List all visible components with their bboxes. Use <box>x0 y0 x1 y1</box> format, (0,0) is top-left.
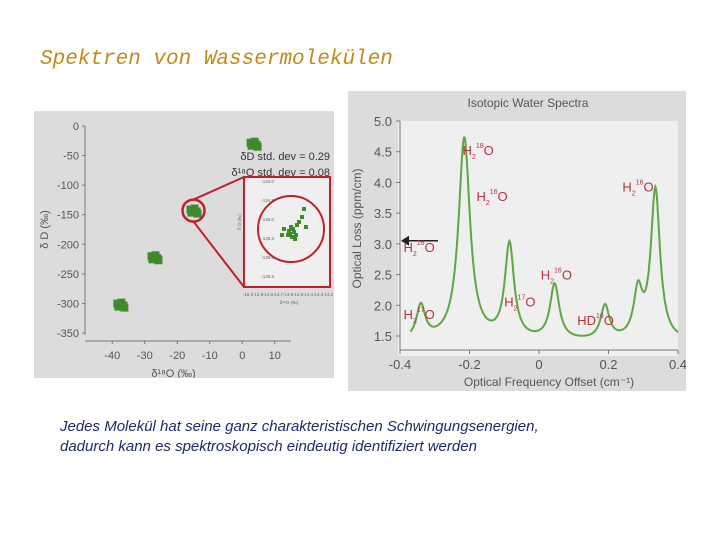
scatter-y-tick-label: -300 <box>57 298 79 310</box>
zoom-connector-bottom <box>192 220 245 288</box>
scatter-y-tick-label: -250 <box>57 269 79 281</box>
std-dev-annotation: δD std. dev = 0.29 <box>240 151 330 163</box>
scatter-y-tick-label: 0 <box>73 121 79 133</box>
scatter-y-axis-label: δ D (‰) <box>39 210 51 249</box>
spectra-y-tick-label: 4.0 <box>374 175 392 190</box>
scatter-point <box>186 205 195 214</box>
isotope-scatter-figure: 0-50-100-150-200-250-300-350-40 -30 -20 -10… <box>34 111 334 378</box>
inset-x-axis-label: δ¹⁸O (‰) <box>280 300 299 305</box>
inset-point <box>300 215 304 219</box>
spectra-y-tick-label: 3.5 <box>374 206 392 221</box>
peak-label: H216O <box>541 267 572 285</box>
spectra-x-tick-label: 0 <box>535 357 542 372</box>
spectra-plot-area <box>398 121 678 356</box>
scatter-y-tick-label: -50 <box>63 151 79 163</box>
inset-point <box>291 227 295 231</box>
inset-point <box>295 223 299 227</box>
scatter-x-tick-label: -10 <box>202 350 218 362</box>
inset-point <box>294 233 298 237</box>
peak-label: H218O <box>463 143 494 161</box>
slide-title: Spektren von Wassermolekülen <box>40 48 393 71</box>
inset-x-tick-label: -14.3 <box>313 292 324 297</box>
spectra-y-tick-label: 5.0 <box>374 114 392 129</box>
peak-label: H216O <box>403 240 434 258</box>
inset-x-tick-label: -14.6 <box>283 292 294 297</box>
peak-label: H217O <box>403 307 434 325</box>
spectra-y-tick-label: 3.0 <box>374 237 392 252</box>
spectra-x-tick-label: -0.4 <box>389 357 411 372</box>
scatter-x-tick-label: 10 <box>269 350 281 362</box>
inset-highlight-circle <box>257 195 325 263</box>
inset-point <box>282 227 286 231</box>
zoom-connector-top <box>193 176 245 201</box>
inset-x-tick-label: -14.4 <box>303 292 314 297</box>
inset-point <box>304 225 308 229</box>
peak-label: H216O <box>622 180 653 198</box>
inset-y-axis-label: δ D (‰) <box>237 214 242 230</box>
inset-y-tick-label: -134.0 <box>261 179 274 184</box>
peak-label: H216O <box>476 189 507 207</box>
spectra-x-tick-label: 0.4 <box>669 357 686 372</box>
inset-point <box>287 229 291 233</box>
inset-x-tick-label: -14.5 <box>293 292 304 297</box>
inset-point <box>280 233 284 237</box>
caption-line-1: Jedes Molekül hat seine ganz charakteris… <box>60 418 539 435</box>
inset-point <box>288 232 292 236</box>
spectra-title: Isotopic Water Spectra <box>468 96 589 110</box>
scatter-x-tick-label: -30 <box>137 350 153 362</box>
scatter-point <box>154 256 163 265</box>
scatter-point <box>120 303 129 312</box>
spectra-y-tick-label: 2.0 <box>374 298 392 313</box>
scatter-x-axis-label: δ¹⁸O (‰) <box>151 368 195 378</box>
spectra-y-axis-label: Optical Loss (ppm/cm) <box>350 168 364 288</box>
scatter-x-tick-label: 0 <box>239 350 245 362</box>
scatter-point <box>113 299 122 308</box>
scatter-y-tick-label: -350 <box>57 328 79 340</box>
scatter-x-tick-label: -40 <box>104 350 120 362</box>
spectra-y-tick-label: 1.5 <box>374 329 392 344</box>
inset-y-tick-label: -135.5 <box>261 236 274 241</box>
peak-label: HD16O <box>577 313 614 328</box>
scatter-point <box>147 252 156 261</box>
spectra-x-axis-label: Optical Frequency Offset (cm⁻¹) <box>464 375 634 389</box>
scatter-y-tick-label: -100 <box>57 180 79 192</box>
inset-point <box>297 220 301 224</box>
scatter-point <box>193 209 202 218</box>
inset-x-tick-label: -15.0 <box>243 292 254 297</box>
slide-caption: Jedes Molekül hat seine ganz charakteris… <box>60 417 700 457</box>
inset-point <box>293 237 297 241</box>
spectra-y-tick-label: 4.5 <box>374 145 392 160</box>
caption-line-2: dadurch kann es spektroskopisch eindeuti… <box>60 438 477 455</box>
inset-y-tick-label: -136.5 <box>261 274 274 279</box>
inset-y-tick-label: -135.0 <box>261 217 274 222</box>
spectra-y-tick-label: 2.5 <box>374 268 392 283</box>
spectra-x-tick-label: 0.2 <box>599 357 617 372</box>
inset-y-tick-label: -134.5 <box>261 198 274 203</box>
scatter-point <box>246 138 255 147</box>
inset-x-tick-label: -14.2 <box>323 292 334 297</box>
inset-y-tick-label: -136.0 <box>261 255 274 260</box>
peak-label: H217O <box>504 295 535 313</box>
inset-x-tick-label: -14.9 <box>253 292 264 297</box>
inset-x-tick-label: -14.8 <box>263 292 274 297</box>
scatter-y-tick-label: -150 <box>57 210 79 222</box>
scatter-point <box>253 142 262 151</box>
arrow-head <box>401 235 409 246</box>
spectra-x-tick-label: -0.2 <box>458 357 480 372</box>
scatter-y-tick-label: -200 <box>57 239 79 251</box>
inset-point <box>302 207 306 211</box>
spectrum-line <box>409 136 679 337</box>
inset-x-tick-label: -14.7 <box>273 292 284 297</box>
scatter-x-tick-label: -20 <box>169 350 185 362</box>
isotopic-spectra-figure: Isotopic Water Spectra 5.0 4.5 4.0 3.5 3.0 2.5… <box>348 91 686 391</box>
inset-point <box>292 230 296 234</box>
inset-point <box>290 235 294 239</box>
